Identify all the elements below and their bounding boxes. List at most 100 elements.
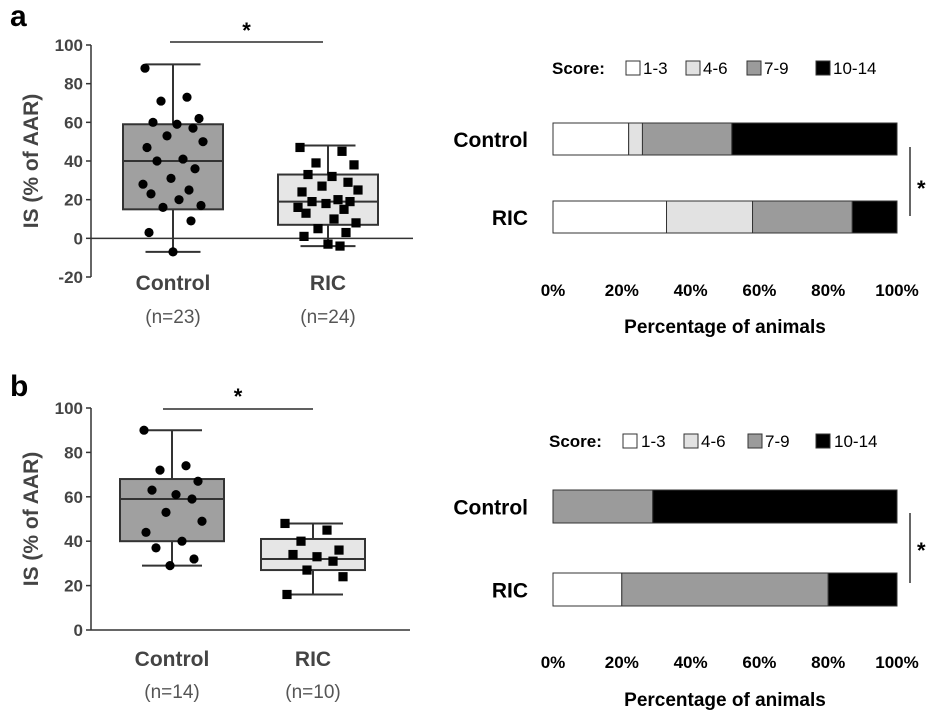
y-tick-label: 80 xyxy=(64,75,83,94)
x-tick-label: 20% xyxy=(605,281,639,300)
legend-swatch xyxy=(747,433,763,449)
data-point xyxy=(144,227,154,238)
legend-label: 7-9 xyxy=(764,59,789,78)
x-tick-label: 40% xyxy=(674,281,708,300)
data-point xyxy=(147,485,157,495)
data-point xyxy=(184,185,194,195)
x-tick-label: 100% xyxy=(875,653,918,672)
bar-segment xyxy=(552,200,668,234)
bar-row-ric: RIC xyxy=(492,572,898,607)
data-point xyxy=(158,202,168,212)
bar-segment xyxy=(552,122,630,156)
data-point xyxy=(312,552,322,562)
box-ric: RIC (n=10) xyxy=(260,518,366,703)
panel-b: b 0 20 40 60 80 100 IS (% of AAR) Control (n=14) R… xyxy=(10,370,926,711)
box-plot: -20 0 20 40 60 80 100 IS (% of AAR) Control (n=23… xyxy=(20,18,413,328)
data-point xyxy=(138,179,148,189)
data-point xyxy=(335,241,345,251)
y-tick-label: 20 xyxy=(64,577,83,596)
data-point xyxy=(177,536,187,546)
x-tick-label: 80% xyxy=(811,281,845,300)
y-tick-label: 80 xyxy=(64,443,83,462)
bar-row-ric: RIC xyxy=(492,200,898,234)
legend-swatch xyxy=(622,433,638,449)
data-point xyxy=(295,142,305,153)
data-point xyxy=(161,507,171,517)
bar-category-label: Control xyxy=(453,129,528,152)
data-point xyxy=(151,543,161,553)
n-label: (n=10) xyxy=(285,682,340,703)
data-point xyxy=(334,545,344,555)
legend-title: Score: xyxy=(552,59,605,78)
data-point xyxy=(166,173,176,183)
legend-label: 10-14 xyxy=(833,59,876,78)
legend-label: 1-3 xyxy=(643,59,668,78)
x-tick-label: 20% xyxy=(605,653,639,672)
y-tick-label: 100 xyxy=(55,399,83,418)
data-point xyxy=(322,525,332,535)
y-axis-title: IS (% of AAR) xyxy=(20,452,43,587)
legend-swatch xyxy=(815,60,831,76)
significance-star: * xyxy=(242,18,251,43)
panel-a: a -20 0 20 40 60 80 100 IS (% of AAR) Control (n=2… xyxy=(10,0,926,338)
bar-segment xyxy=(628,122,643,156)
data-point xyxy=(280,518,290,529)
bar-segment xyxy=(652,489,898,524)
legend-swatch xyxy=(683,433,699,449)
data-point xyxy=(187,494,197,504)
bar-category-label: RIC xyxy=(492,580,528,603)
data-point xyxy=(327,171,337,182)
x-tick-label: 80% xyxy=(811,653,845,672)
x-axis-title: Percentage of animals xyxy=(624,317,826,338)
data-point xyxy=(165,561,175,571)
legend-swatch xyxy=(746,60,762,76)
data-point xyxy=(349,160,359,170)
data-point xyxy=(311,158,321,168)
y-tick-label: 60 xyxy=(64,113,83,132)
y-axis-title: IS (% of AAR) xyxy=(20,94,43,229)
x-tick-label: 40% xyxy=(674,653,708,672)
legend-label: 1-3 xyxy=(641,432,666,451)
data-point xyxy=(302,565,312,575)
data-point xyxy=(142,142,152,153)
data-point xyxy=(288,549,298,560)
n-label: (n=24) xyxy=(300,307,355,328)
data-point xyxy=(146,189,156,199)
legend-label: 7-9 xyxy=(765,432,790,451)
data-point xyxy=(301,208,311,218)
data-point xyxy=(343,177,353,187)
data-point xyxy=(296,536,306,546)
data-point xyxy=(323,239,333,249)
bar-segment xyxy=(552,572,623,607)
data-point xyxy=(168,247,178,257)
bar-segment xyxy=(621,572,829,607)
box-iqr xyxy=(122,123,224,211)
data-point xyxy=(339,204,349,214)
box-control: Control (n=23) xyxy=(122,63,224,328)
y-tick-label: 60 xyxy=(64,488,83,507)
x-tick-label: 0% xyxy=(541,653,566,672)
legend-swatch xyxy=(685,60,701,76)
legend-label: 10-14 xyxy=(834,432,877,451)
data-point xyxy=(172,119,182,129)
bar-segment xyxy=(552,489,654,524)
data-point xyxy=(178,154,188,164)
data-point xyxy=(198,137,208,147)
data-point xyxy=(196,200,206,211)
data-point xyxy=(293,202,303,212)
data-point xyxy=(353,185,363,195)
x-category-label: Control xyxy=(135,648,210,671)
data-point xyxy=(188,123,198,133)
data-point xyxy=(329,214,339,224)
data-point xyxy=(156,96,166,106)
data-point xyxy=(303,169,313,180)
data-point xyxy=(337,146,347,156)
y-tick-label: -20 xyxy=(58,268,83,287)
bar-row-control: Control xyxy=(453,489,898,524)
data-point xyxy=(148,117,158,127)
data-point xyxy=(351,218,361,228)
x-tick-label: 60% xyxy=(742,653,776,672)
significance-star: * xyxy=(917,176,926,201)
stacked-bar-chart: Score: 1-3 4-6 7-9 10-14 Control RIC 0% 20% 40% 60… xyxy=(453,432,926,711)
n-label: (n=23) xyxy=(145,307,200,328)
